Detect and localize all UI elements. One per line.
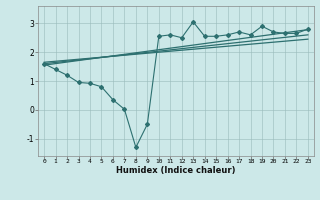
X-axis label: Humidex (Indice chaleur): Humidex (Indice chaleur) [116,166,236,175]
